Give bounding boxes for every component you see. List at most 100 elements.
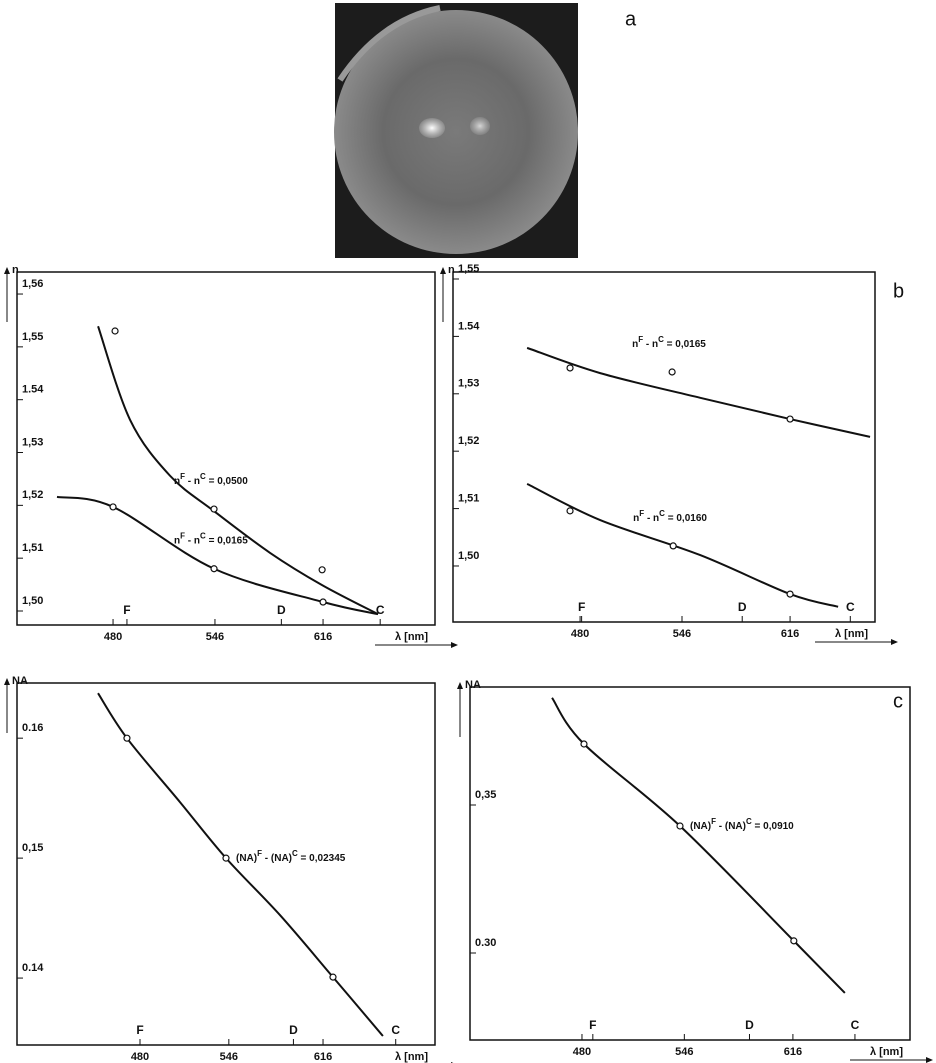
panel-label: b (893, 280, 904, 302)
x-axis-label: λ [nm] (835, 628, 868, 640)
data-point (123, 734, 131, 742)
y-tick-label: 1,53 (458, 378, 479, 390)
plot-frame (16, 271, 436, 626)
spectral-line-label: D (745, 1018, 754, 1032)
x-tick-label: 616 (314, 1051, 332, 1063)
data-point (109, 503, 117, 511)
annotation-part: n (174, 476, 180, 487)
y-tick-label: 1,55 (458, 263, 479, 275)
spectral-line-label: F (123, 603, 130, 617)
y-tick-label: 1.54 (22, 384, 44, 396)
y-tick-label: 0.16 (22, 722, 43, 734)
annotation-part: F (180, 532, 185, 541)
annotation-part: n (633, 513, 639, 524)
x-axis-label: λ [nm] (870, 1046, 903, 1058)
plot-frame (452, 271, 876, 623)
annotation-part: C (200, 532, 206, 541)
y-tick-label: 0.30 (475, 937, 496, 949)
annotation-part: C (659, 509, 665, 518)
y-tick-label: 1,55 (22, 331, 43, 343)
plot-frame (16, 682, 436, 1046)
annotation-part: = 0,0160 (665, 513, 707, 524)
fit-curve (97, 692, 384, 1037)
fit-curve (551, 697, 846, 994)
x-tick-label: 480 (131, 1051, 149, 1063)
annotation-part: C (746, 817, 752, 826)
y-tick-label: 1,56 (22, 278, 43, 290)
x-tick-label: 480 (571, 628, 589, 640)
x-tick-label: 546 (220, 1051, 238, 1063)
plot-frame (469, 686, 911, 1041)
annotation-part: - n (185, 535, 200, 546)
series-annotation: nF - nC = 0,0500 (174, 472, 248, 487)
spectral-line-label: F (589, 1018, 596, 1032)
fit-curve (526, 346, 871, 438)
y-tick-label: 1,50 (458, 550, 479, 562)
x-tick-label: 546 (206, 631, 224, 643)
series-annotation: nF - nC = 0,0165 (632, 335, 706, 350)
photo (334, 3, 578, 258)
panel-label: a (625, 8, 637, 30)
data-point (329, 973, 337, 981)
annotation-part: F (711, 817, 716, 826)
spectral-line-label: F (578, 600, 585, 614)
data-point (580, 740, 588, 748)
annotation-part: = 0,0165 (206, 535, 248, 546)
data-point (210, 505, 218, 513)
annotation-part: C (658, 335, 664, 344)
y-tick-label: 1,50 (22, 595, 43, 607)
y-axis-label: NA (465, 679, 481, 691)
annotation-part: = 0,02345 (298, 853, 346, 864)
annotation-part: F (180, 472, 185, 481)
y-axis-arrowhead (4, 267, 10, 274)
annotation-part: - (NA) (716, 821, 746, 832)
annotation-part: C (292, 849, 298, 858)
fit-curve (526, 483, 839, 608)
data-point (669, 542, 677, 550)
annotation-part: (NA) (690, 821, 711, 832)
y-tick-label: 0,35 (475, 789, 496, 801)
annotation-part: = 0,0165 (664, 339, 706, 350)
panel-label: c (893, 690, 903, 712)
y-tick-label: 1,51 (458, 492, 479, 504)
annotation-part: (NA) (236, 853, 257, 864)
annotation-part: C (200, 472, 206, 481)
annotation-part: - n (643, 339, 658, 350)
annotation-part: n (174, 535, 180, 546)
y-axis-arrowhead (457, 682, 463, 689)
data-point (210, 565, 218, 573)
y-tick-label: 1,52 (22, 489, 43, 501)
data-point (318, 566, 326, 574)
annotation-part: = 0,0910 (752, 821, 794, 832)
data-point (222, 854, 230, 862)
y-tick-label: 0.14 (22, 962, 44, 974)
annotation-part: - (NA) (262, 853, 292, 864)
data-point (786, 590, 794, 598)
series-annotation: nF - nC = 0,0165 (174, 532, 248, 547)
x-axis-arrowhead (891, 639, 898, 645)
spectral-line-label: C (391, 1023, 400, 1037)
annotation-part: n (632, 339, 638, 350)
y-tick-label: 1.54 (458, 320, 480, 332)
spectral-line-label: C (376, 603, 385, 617)
series-annotation: nF - nC = 0,0160 (633, 509, 707, 524)
x-tick-label: 480 (573, 1046, 591, 1058)
fit-curve (97, 325, 379, 616)
y-axis-label: n (448, 264, 455, 276)
spectral-line-label: D (289, 1023, 298, 1037)
x-axis-arrowhead (451, 642, 458, 648)
y-tick-label: 1,51 (22, 542, 43, 554)
y-axis-label: NA (12, 675, 28, 687)
x-tick-label: 616 (781, 628, 799, 640)
data-point (786, 415, 794, 423)
x-tick-label: 616 (314, 631, 332, 643)
spectral-line-label: D (738, 600, 747, 614)
spectral-line-label: C (851, 1018, 860, 1032)
spectral-line-label: F (136, 1023, 143, 1037)
annotation-part: F (638, 335, 643, 344)
series-annotation: (NA)F - (NA)C = 0,0910 (690, 817, 794, 832)
y-axis-arrowhead (440, 267, 446, 274)
annotation-part: F (257, 849, 262, 858)
data-point (319, 598, 327, 606)
y-tick-label: 1,53 (22, 436, 43, 448)
